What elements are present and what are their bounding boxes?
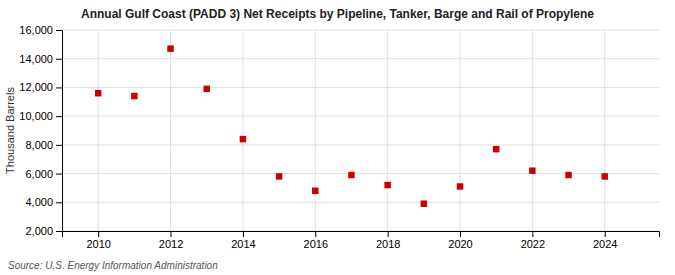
tick-label: 8,000 xyxy=(25,139,53,151)
tick: 16,000 xyxy=(19,24,62,36)
grid-line xyxy=(62,58,659,59)
tick-label: 10,000 xyxy=(19,110,53,122)
tick-mark xyxy=(56,231,62,232)
grid-line xyxy=(98,30,99,231)
point xyxy=(312,188,318,194)
grid-line xyxy=(62,30,659,31)
tick-label: 2014 xyxy=(231,238,255,250)
tick-label: 16,000 xyxy=(19,24,53,36)
grid-line xyxy=(532,30,533,231)
tick: 2010 xyxy=(86,231,110,250)
point xyxy=(131,93,137,99)
tick-mark xyxy=(460,231,461,237)
tick-mark xyxy=(388,231,389,237)
tick-mark xyxy=(56,30,62,31)
grid xyxy=(62,30,659,231)
grid-line xyxy=(242,30,243,231)
point xyxy=(167,45,173,51)
tick-label: 14,000 xyxy=(19,53,53,65)
grid-line xyxy=(387,30,388,231)
tick-mark xyxy=(56,174,62,175)
tick-label: 6,000 xyxy=(25,168,53,180)
points xyxy=(95,45,608,207)
tick-mark xyxy=(243,231,244,237)
tick-label: 2016 xyxy=(304,238,328,250)
tick: 12,000 xyxy=(19,81,62,93)
grid-line xyxy=(62,116,659,117)
tick: 2012 xyxy=(159,231,183,250)
tick-label: 12,000 xyxy=(19,81,53,93)
tick-label: 2024 xyxy=(593,238,617,250)
tick: 8,000 xyxy=(25,139,62,151)
point xyxy=(493,146,499,152)
tick-label: 2018 xyxy=(376,238,400,250)
grid-line xyxy=(604,30,605,231)
tick-label: 2,000 xyxy=(25,225,53,237)
x-axis: 2010 2012 2014 2016 2018 2020 2022 2024 xyxy=(63,231,660,250)
chart: 2010 2012 2014 2016 2018 2020 2022 2024 2,000 4,0… xyxy=(0,0,675,275)
tick: 2014 xyxy=(231,231,255,250)
tick: 10,000 xyxy=(19,110,62,122)
point xyxy=(601,173,607,179)
tick-mark xyxy=(532,231,533,237)
tick: 2024 xyxy=(593,231,617,250)
tick-mark xyxy=(315,231,316,237)
tick-mark xyxy=(56,59,62,60)
tick: 2016 xyxy=(304,231,328,250)
plot-area: 2010 2012 2014 2016 2018 2020 2022 2024 2,000 4,0… xyxy=(19,24,659,250)
grid-line xyxy=(460,30,461,231)
tick-mark xyxy=(56,87,62,88)
grid-line xyxy=(315,30,316,231)
annotation: Source: U.S. Energy Information Administ… xyxy=(8,260,218,271)
tick-label: 2022 xyxy=(521,238,545,250)
tick-label: 2012 xyxy=(159,238,183,250)
axis-line xyxy=(63,232,660,238)
point xyxy=(421,200,427,206)
tick: 4,000 xyxy=(25,196,62,208)
grid-line xyxy=(62,202,659,203)
title: Annual Gulf Coast (PADD 3) Net Receipts … xyxy=(81,7,594,21)
tick-label: 4,000 xyxy=(25,196,53,208)
point xyxy=(276,173,282,179)
tick: 14,000 xyxy=(19,53,62,65)
tick-mark xyxy=(98,231,99,237)
point xyxy=(95,90,101,96)
point xyxy=(384,182,390,188)
grid-line xyxy=(62,144,659,145)
axis-line xyxy=(56,31,63,232)
point xyxy=(565,172,571,178)
y-axis-label: Thousand Barrels xyxy=(4,87,16,174)
grid-line xyxy=(170,30,171,231)
y-axis: 2,000 4,000 6,000 8,000 10,000 12,000 14,000 16… xyxy=(19,24,62,237)
point xyxy=(348,172,354,178)
tick-label: 2010 xyxy=(86,238,110,250)
tick: 2020 xyxy=(448,231,472,250)
tick: 2022 xyxy=(521,231,545,250)
tick-mark xyxy=(56,116,62,117)
tick-label: 2020 xyxy=(448,238,472,250)
tick-mark xyxy=(171,231,172,237)
tick-mark xyxy=(56,145,62,146)
tick: 2018 xyxy=(376,231,400,250)
tick: 2,000 xyxy=(25,225,62,237)
tick: 6,000 xyxy=(25,168,62,180)
grid-line xyxy=(62,87,659,88)
tick-mark xyxy=(605,231,606,237)
tick-mark xyxy=(56,202,62,203)
point xyxy=(203,86,209,92)
point xyxy=(529,167,535,173)
point xyxy=(240,136,246,142)
point xyxy=(457,183,463,189)
